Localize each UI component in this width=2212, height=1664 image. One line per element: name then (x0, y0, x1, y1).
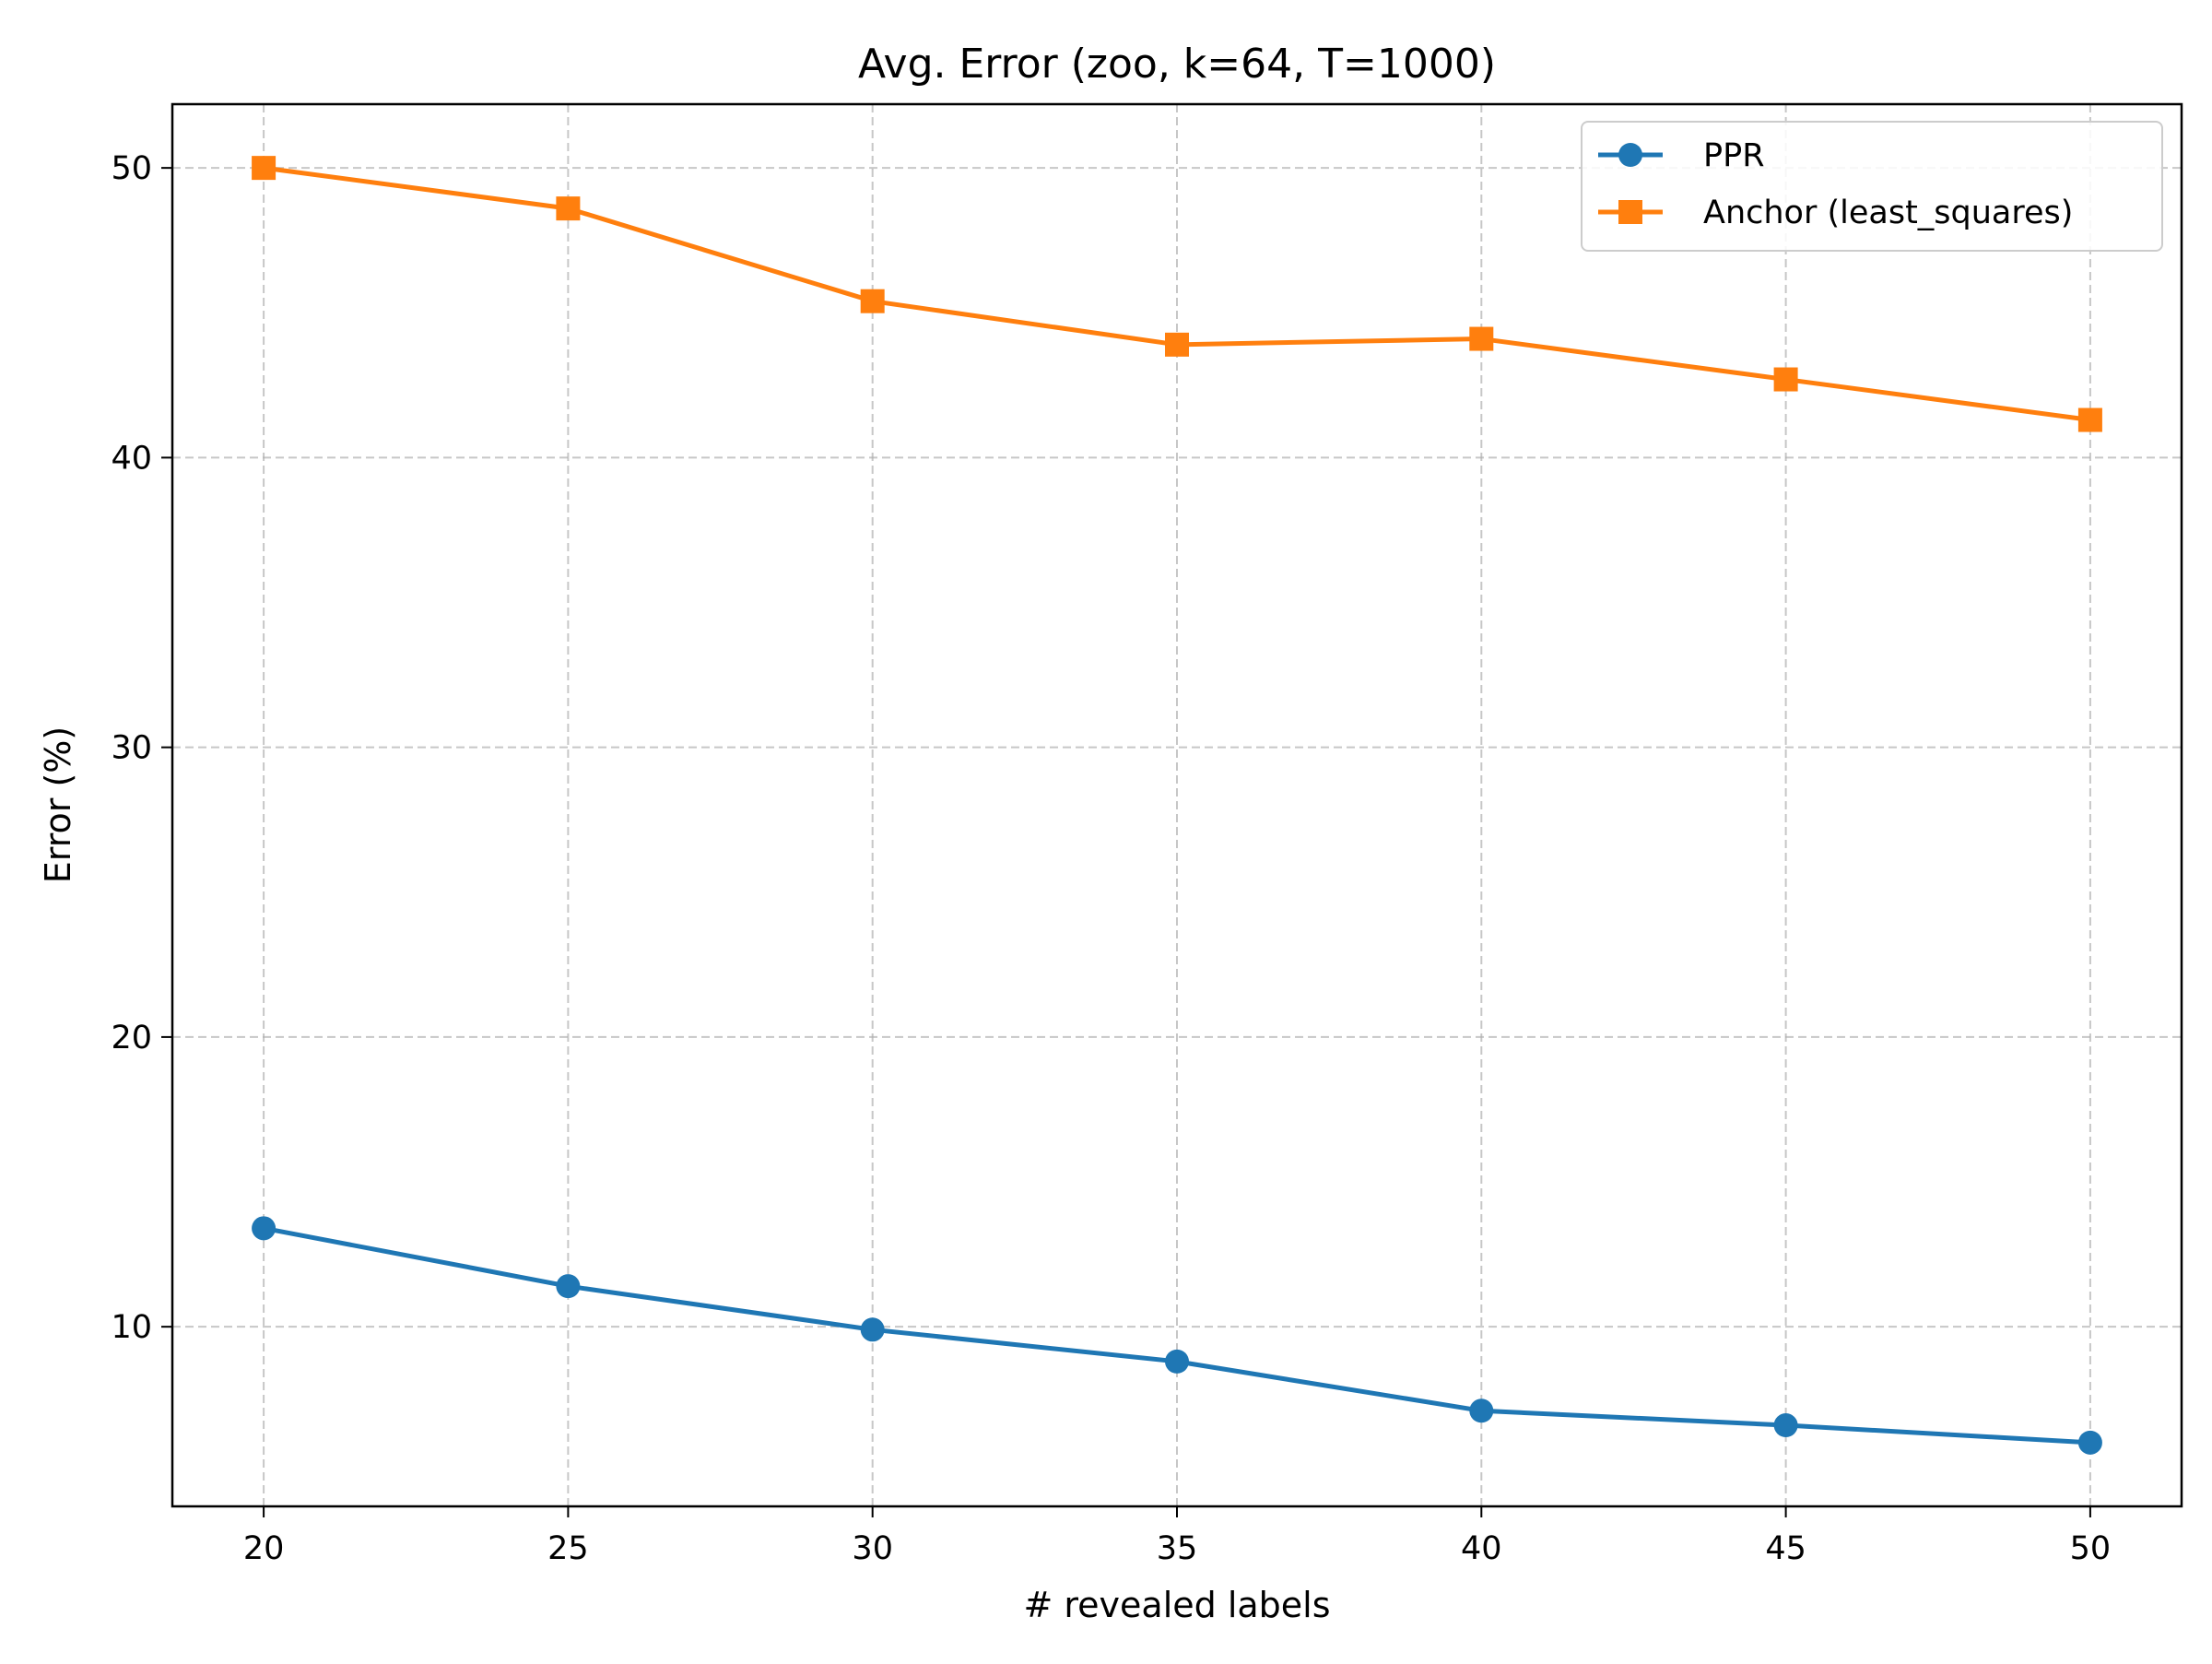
data-point-anchor-least-squares (1773, 367, 1798, 392)
chart-title: Avg. Error (zoo, k=64, T=1000) (858, 41, 1496, 88)
series-layer (252, 156, 2102, 1455)
data-point-ppr (1773, 1413, 1798, 1438)
data-point-ppr (1165, 1349, 1189, 1374)
data-point-anchor-least-squares (2077, 407, 2102, 432)
y-tick-label: 30 (111, 730, 152, 767)
data-point-ppr (252, 1216, 276, 1241)
x-tick-label: 45 (1765, 1530, 1806, 1567)
legend: PPR Anchor (least_squares) (1581, 121, 2163, 252)
x-tick-label: 20 (243, 1530, 285, 1567)
y-tick-label: 10 (111, 1309, 152, 1346)
y-tick-label: 50 (111, 150, 152, 187)
legend-marker-ppr (1618, 143, 1642, 167)
series-ppr (252, 1216, 2102, 1455)
x-tick-label: 35 (1157, 1530, 1198, 1567)
data-point-ppr (860, 1317, 885, 1342)
data-point-ppr (2077, 1430, 2102, 1455)
legend-entry-ppr: PPR (1598, 137, 1765, 174)
axis-ticks: 20 25 30 35 40 45 50 10 20 30 40 50 (111, 150, 2111, 1567)
legend-box (1581, 121, 2163, 252)
data-point-anchor-least-squares (556, 196, 581, 221)
data-point-ppr (556, 1274, 581, 1299)
legend-label-ppr: PPR (1703, 137, 1765, 174)
x-tick-label: 30 (852, 1530, 893, 1567)
x-tick-label: 40 (1461, 1530, 1502, 1567)
legend-label-anchor-least-squares: Anchor (least_squares) (1703, 195, 2073, 231)
data-point-anchor-least-squares (1165, 332, 1189, 357)
y-axis-label: Error (%) (38, 726, 78, 883)
x-tick-label: 25 (547, 1530, 589, 1567)
data-point-anchor-least-squares (860, 289, 885, 313)
data-point-anchor-least-squares (252, 156, 276, 181)
data-point-ppr (1469, 1398, 1494, 1423)
x-tick-label: 50 (2070, 1530, 2112, 1567)
y-tick-label: 40 (111, 440, 152, 477)
series-anchor-least-squares (252, 156, 2102, 432)
legend-marker-anchor-least-squares (1618, 200, 1642, 224)
x-axis-label: # revealed labels (1023, 1585, 1330, 1625)
data-point-anchor-least-squares (1469, 326, 1494, 351)
legend-entry-anchor-least-squares: Anchor (least_squares) (1598, 195, 2073, 231)
y-tick-label: 20 (111, 1020, 152, 1056)
